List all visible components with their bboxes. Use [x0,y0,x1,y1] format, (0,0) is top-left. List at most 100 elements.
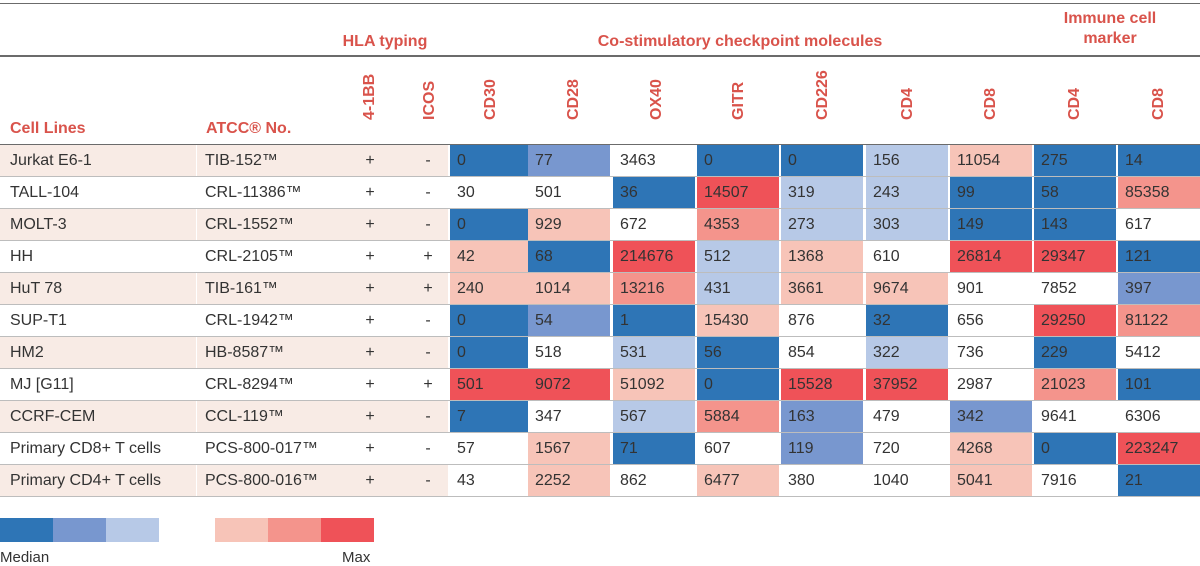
immune-marker-header-line2: marker [1083,30,1137,47]
heatmap-cell: 929 [528,209,610,240]
heatmap-cell: 68 [528,241,610,272]
hla-icos-value: - [425,216,431,233]
atcc-number: CRL-1552™ [197,209,448,240]
heatmap-cell: 243 [866,177,948,208]
heatmap-cell: 431 [697,273,779,304]
heatmap-cell: 862 [613,465,695,496]
cell-line-name: HH [0,241,196,272]
heatmap-cell: 3463 [613,145,695,176]
hla-typing-header: HLA typing [342,33,428,50]
heatmap-cell: 85358 [1118,177,1200,208]
heatmap-cell: 5884 [697,401,779,432]
heatmap-cell: 54 [528,305,610,336]
atcc-number: PCS-800-016™ [197,465,448,496]
heatmap-cell: 36 [613,177,695,208]
heatmap-cell: 56 [697,337,779,368]
heatmap-cell: 0 [1034,433,1116,464]
atcc-number: CCL-119™ [197,401,448,432]
heatmap-cell: 397 [1118,273,1200,304]
column-header-2: CD30 [451,58,531,138]
hla-icos-value: - [425,344,431,361]
column-header-label: CD8 [982,87,999,120]
table-row: Primary CD8+ T cells PCS-800-017™ + - 57 1567… [0,433,1200,465]
cell-line-name: TALL-104 [0,177,196,208]
heatmap-cell: 99 [950,177,1032,208]
heatmap-cell: 5041 [950,465,1032,496]
hla-icos-value: - [425,312,431,329]
heatmap-cell: 0 [450,209,532,240]
immune-marker-header-line1: Immune cell [1063,10,1157,27]
heatmap-cell: 121 [1118,241,1200,272]
heatmap-cell: 0 [450,145,532,176]
heatmap-cell: 37952 [866,369,948,400]
hla-4-1bb-value: + [365,280,375,297]
heatmap-cell: 29250 [1034,305,1116,336]
heatmap-cell: 58 [1034,177,1116,208]
heatmap-cell: 13216 [613,273,695,304]
heatmap-cell: 4353 [697,209,779,240]
heatmap-cell: 240 [450,273,532,304]
heatmap-cell: 0 [450,305,532,336]
legend-swatch-red [321,518,374,542]
heatmap-cell: 119 [781,433,863,464]
table-row: TALL-104 CRL-11386™ + - 30 501 36 14507 319 243 99… [0,177,1200,209]
heatmap-cell: 14 [1118,145,1200,176]
atcc-number: CRL-1942™ [197,305,448,336]
cell-line-name: SUP-T1 [0,305,196,336]
heatmap-cell: 229 [1034,337,1116,368]
heatmap-cell: 854 [781,337,863,368]
column-header-label: CD226 [814,70,831,120]
column-header-5: GITR [699,58,779,138]
heatmap-cell: 156 [866,145,948,176]
heatmap-cell: 57 [450,433,532,464]
legend-swatch-blue [53,518,106,542]
hla-icos-value: - [425,152,431,169]
heatmap-cell: 42 [450,241,532,272]
heatmap-cell: 26814 [950,241,1032,272]
heatmap-cell: 0 [697,369,779,400]
heatmap-cell: 7852 [1034,273,1116,304]
legend-swatch-blue [0,518,53,542]
heatmap-cell: 342 [950,401,1032,432]
row-separator [0,336,1200,337]
hla-4-1bb-value: + [365,408,375,425]
table-row: Primary CD4+ T cells PCS-800-016™ + - 43 2252… [0,465,1200,497]
heatmap-cell: 21023 [1034,369,1116,400]
row-separator [0,240,1200,241]
heatmap-cell: 0 [697,145,779,176]
row-separator [0,208,1200,209]
heatmap-cell: 319 [781,177,863,208]
atcc-number: PCS-800-017™ [197,433,448,464]
hla-icos-value: + [423,248,433,265]
cell-line-name: Jurkat E6-1 [0,145,196,176]
heatmap-cell: 1014 [528,273,610,304]
heatmap-cell: 32 [866,305,948,336]
cell-line-name: MOLT-3 [0,209,196,240]
row-separator [0,496,1200,497]
row-separator [0,272,1200,273]
heatmap-cell: 380 [781,465,863,496]
legend-swatch-red [268,518,321,542]
hla-4-1bb-value: + [365,152,375,169]
table-row: MOLT-3 CRL-1552™ + - 0 929 672 4353 273 303 149 143… [0,209,1200,241]
heatmap-cell: 1368 [781,241,863,272]
heatmap-cell: 501 [450,369,532,400]
heatmap-cell: 4268 [950,433,1032,464]
hla-4-1bb-value: + [365,216,375,233]
hla-icos-value: - [425,408,431,425]
table-row: HM2 HB-8587™ + - 0 518 531 56 854 322 736 229 5412 [0,337,1200,369]
column-header-label: CD4 [899,87,916,120]
legend-swatch-blue [106,518,159,542]
heatmap-cell: 15528 [781,369,863,400]
heatmap-cell: 6477 [697,465,779,496]
heatmap-cell: 223247 [1118,433,1200,464]
heatmap-cell: 81122 [1118,305,1200,336]
row-separator [0,176,1200,177]
heatmap-cell: 29347 [1034,241,1116,272]
atcc-number: TIB-152™ [197,145,448,176]
hla-4-1bb-value: + [365,376,375,393]
heatmap-cell: 2252 [528,465,610,496]
heatmap-cell: 14507 [697,177,779,208]
heatmap-cell: 77 [528,145,610,176]
heatmap-cell: 51092 [613,369,695,400]
